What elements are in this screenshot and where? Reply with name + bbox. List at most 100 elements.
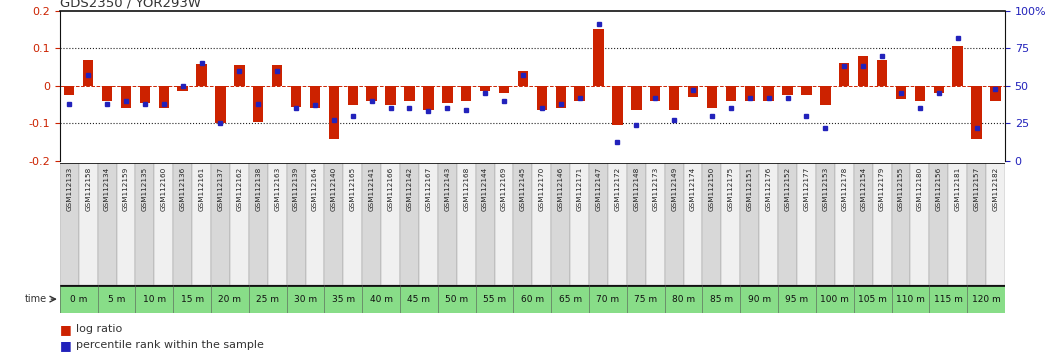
Text: 120 m: 120 m <box>971 295 1001 304</box>
Bar <box>272 65 282 86</box>
Text: GSM112135: GSM112135 <box>142 166 148 211</box>
Text: GSM112155: GSM112155 <box>898 166 904 211</box>
Text: GSM112149: GSM112149 <box>671 166 678 211</box>
Bar <box>537 86 547 110</box>
Text: GSM112139: GSM112139 <box>293 166 299 211</box>
Text: GSM112153: GSM112153 <box>822 166 829 211</box>
Bar <box>135 163 154 285</box>
Bar <box>608 163 627 285</box>
Bar <box>835 163 854 285</box>
Bar <box>952 46 963 86</box>
Text: GSM112140: GSM112140 <box>330 166 337 211</box>
Bar <box>873 163 892 285</box>
Bar <box>419 163 437 285</box>
Text: 100 m: 100 m <box>820 295 850 304</box>
Text: GSM112148: GSM112148 <box>634 166 639 211</box>
Bar <box>211 163 230 285</box>
Bar <box>934 86 944 93</box>
Bar <box>494 163 513 285</box>
Bar <box>839 63 850 86</box>
Bar <box>475 163 494 285</box>
Text: 30 m: 30 m <box>294 295 317 304</box>
Text: log ratio: log ratio <box>76 324 122 334</box>
Text: GSM112182: GSM112182 <box>992 166 999 211</box>
Bar <box>778 163 797 285</box>
Bar <box>646 163 665 285</box>
Bar <box>594 29 604 86</box>
Text: GSM112162: GSM112162 <box>236 166 242 211</box>
Text: GSM112164: GSM112164 <box>312 166 318 211</box>
Bar <box>366 86 377 101</box>
Text: 10 m: 10 m <box>143 295 166 304</box>
Text: GSM112143: GSM112143 <box>445 166 450 211</box>
Bar <box>140 86 150 103</box>
Text: GSM112142: GSM112142 <box>407 166 412 211</box>
Text: 110 m: 110 m <box>896 295 925 304</box>
Bar <box>177 86 188 91</box>
Bar <box>518 71 528 86</box>
Text: 15 m: 15 m <box>180 295 204 304</box>
Text: GSM112138: GSM112138 <box>255 166 261 211</box>
Text: GSM112161: GSM112161 <box>198 166 205 211</box>
Bar <box>741 163 759 285</box>
Bar <box>669 86 680 110</box>
Bar <box>362 163 381 285</box>
Bar <box>381 163 400 285</box>
Bar <box>513 163 532 285</box>
Text: 60 m: 60 m <box>520 295 544 304</box>
Text: GSM112147: GSM112147 <box>596 166 601 211</box>
Bar <box>726 86 736 101</box>
Bar <box>820 86 831 105</box>
Text: 40 m: 40 m <box>369 295 392 304</box>
Text: GSM112137: GSM112137 <box>217 166 223 211</box>
Bar <box>249 163 267 285</box>
Bar <box>722 163 741 285</box>
Bar <box>877 59 887 86</box>
Text: 85 m: 85 m <box>710 295 733 304</box>
Text: GSM112141: GSM112141 <box>368 166 374 211</box>
Bar <box>986 163 1005 285</box>
Text: 95 m: 95 m <box>786 295 809 304</box>
Bar <box>83 59 93 86</box>
Bar <box>911 163 929 285</box>
Bar <box>990 86 1001 101</box>
Text: GSM112179: GSM112179 <box>879 166 885 211</box>
Text: GSM112156: GSM112156 <box>936 166 942 211</box>
Text: GSM112154: GSM112154 <box>860 166 866 211</box>
Text: GSM112174: GSM112174 <box>690 166 697 211</box>
Bar <box>192 163 211 285</box>
Bar <box>328 86 339 138</box>
Bar <box>858 56 869 86</box>
Bar <box>556 86 565 108</box>
Bar <box>816 163 835 285</box>
Bar <box>385 86 395 105</box>
Bar <box>437 163 456 285</box>
Bar <box>627 163 646 285</box>
Bar <box>230 163 249 285</box>
Text: GSM112171: GSM112171 <box>577 166 582 211</box>
Text: GSM112134: GSM112134 <box>104 166 110 211</box>
Bar <box>215 86 226 124</box>
Bar <box>801 86 812 95</box>
Bar <box>116 163 135 285</box>
Bar <box>929 163 948 285</box>
Text: GSM112163: GSM112163 <box>274 166 280 211</box>
Text: GSM112167: GSM112167 <box>426 166 431 211</box>
Bar <box>158 86 169 108</box>
Text: GSM112145: GSM112145 <box>520 166 526 211</box>
Text: GSM112157: GSM112157 <box>973 166 980 211</box>
Bar <box>707 86 718 108</box>
Text: 20 m: 20 m <box>218 295 241 304</box>
Bar <box>854 163 873 285</box>
Text: time: time <box>24 294 46 304</box>
Bar <box>305 163 324 285</box>
Bar <box>343 163 362 285</box>
Bar <box>745 86 755 101</box>
Bar <box>309 86 320 108</box>
Bar <box>479 86 490 91</box>
Bar <box>234 65 244 86</box>
Text: GSM112175: GSM112175 <box>728 166 734 211</box>
Text: 55 m: 55 m <box>483 295 506 304</box>
Bar <box>552 163 571 285</box>
Bar <box>571 163 590 285</box>
